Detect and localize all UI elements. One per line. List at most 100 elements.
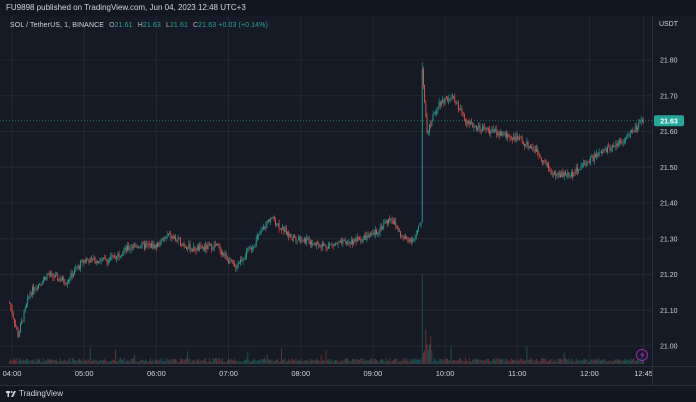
candle-body (238, 263, 240, 264)
volume-bar (376, 360, 377, 364)
volume-bar (611, 360, 613, 364)
volume-bar (518, 361, 519, 364)
candle-body (46, 275, 48, 280)
candle-body (407, 238, 409, 240)
volume-bar (295, 358, 297, 364)
volume-bar (187, 351, 189, 364)
candle-body (341, 240, 343, 244)
candle-body (490, 131, 492, 134)
last-price-badge (654, 115, 684, 127)
volume-bar (554, 361, 555, 364)
volume-bar (164, 358, 166, 364)
candle-body (210, 244, 211, 246)
volume-bar (483, 361, 485, 364)
candle-body (109, 259, 110, 261)
candle-body (115, 257, 116, 259)
volume-bar (590, 359, 592, 364)
volume-bar (123, 358, 125, 364)
candle-body (244, 256, 246, 259)
candle-body (98, 261, 100, 263)
candle-body (469, 121, 471, 125)
candle-body (36, 288, 38, 289)
volume-bar (347, 358, 349, 364)
candle-body (78, 265, 80, 269)
volume-bar (246, 359, 248, 364)
volume-bar (548, 361, 549, 364)
candle-body (491, 129, 493, 132)
candle-body (278, 223, 280, 229)
candle-body (337, 242, 339, 245)
candle-body (306, 238, 308, 243)
candle-body (486, 127, 488, 130)
y-tick-label: 21.60 (660, 129, 678, 136)
volume-bar (438, 358, 440, 364)
candle-body (484, 126, 486, 130)
volume-bar (543, 358, 545, 364)
volume-bar (26, 358, 27, 364)
candle-body (460, 108, 462, 111)
price-chart[interactable]: 21.80 21.70 21.60 21.50 21.40 21.30 21.20 21.10… (0, 0, 696, 385)
volume-bar (540, 358, 542, 364)
volume-bar (586, 359, 588, 364)
candle-body (498, 132, 500, 136)
candle-body (66, 282, 68, 285)
candle-body (236, 266, 238, 269)
candle-body (448, 99, 450, 101)
volume-bar (385, 358, 387, 364)
volume-bar (318, 360, 320, 364)
volume-bar (402, 358, 404, 364)
volume-bar (417, 359, 418, 364)
volume-bar (97, 361, 98, 364)
volume-bar (579, 360, 581, 364)
candle-body (409, 238, 411, 242)
x-tick-label: 12:45 (634, 369, 653, 378)
volume-bar (555, 359, 557, 364)
volume-bar (410, 361, 412, 364)
candle-body (589, 162, 590, 163)
candle-body (76, 268, 78, 270)
volume-bar (329, 361, 331, 364)
candle-body (467, 120, 469, 124)
volume-bar (277, 359, 279, 364)
candle-body (51, 272, 53, 274)
volume-bar (40, 361, 42, 364)
volume-bar (248, 359, 250, 364)
candle-body (413, 238, 415, 240)
volume-bar (216, 358, 217, 364)
candle-body (389, 218, 391, 220)
volume-bar (263, 359, 264, 364)
candle-body (611, 145, 613, 149)
volume-bar (516, 359, 518, 364)
candle-body (550, 168, 552, 173)
candle-body (350, 239, 352, 245)
chart-area[interactable] (0, 16, 696, 385)
volume-bar (95, 359, 97, 364)
candle-body (450, 97, 452, 100)
volume-bar (65, 360, 67, 364)
brand[interactable]: TradingView (6, 389, 63, 398)
candle-body (433, 113, 435, 115)
volume-bar (574, 361, 576, 364)
volume-bar (36, 358, 38, 364)
volume-bar (361, 358, 363, 364)
candle-body (225, 253, 227, 260)
volume-bar (607, 361, 608, 364)
volume-bar (153, 361, 155, 364)
volume-bar (169, 361, 171, 364)
candle-body (166, 235, 168, 237)
candle-body (54, 274, 56, 278)
volume-bar (346, 358, 347, 364)
volume-bar (506, 359, 507, 364)
candle-body (147, 244, 149, 245)
candle-body (586, 161, 588, 166)
volume-bar (397, 361, 399, 364)
candle-body (427, 131, 429, 133)
candle-body (149, 244, 151, 246)
candle-body (110, 256, 112, 260)
volume-bar (27, 359, 29, 364)
volume-bar (360, 358, 362, 364)
candle-body (555, 172, 557, 177)
candle-body (163, 238, 165, 240)
candle-body (581, 163, 583, 167)
candle-body (385, 220, 387, 223)
